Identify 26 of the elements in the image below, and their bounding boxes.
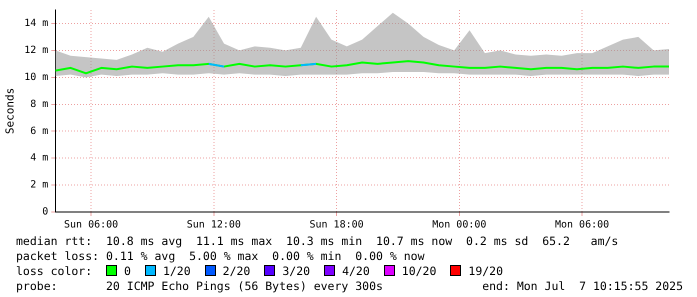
legend-label: 2/20 xyxy=(222,264,250,278)
y-tick-label: 12 m xyxy=(24,44,48,56)
x-tick-label: Mon 06:00 xyxy=(554,220,610,231)
x-tick-label: Mon 00:00 xyxy=(432,220,486,231)
x-tick-label: Sun 06:00 xyxy=(64,220,118,231)
legend-label: 1/20 xyxy=(162,264,191,278)
y-tick-label: 14 m xyxy=(24,18,48,30)
y-tick-label: 8 m xyxy=(30,98,48,110)
y-tick-label: 6 m xyxy=(30,126,48,137)
legend-label: 3/20 xyxy=(282,264,310,278)
legend-label: 0 xyxy=(124,264,131,278)
text: packet loss: 0.11 % avg 5.00 % max 0.00 % min 0.00 % now xyxy=(16,249,426,264)
legend-label: 10/20 xyxy=(402,264,436,278)
legend-label: 4/20 xyxy=(342,264,370,278)
y-tick-label: 0 xyxy=(42,206,48,218)
y-tick-label: 2 m xyxy=(30,180,48,191)
x-tick-label: Sun 18:00 xyxy=(309,220,364,231)
text: probe: 20 ICMP Echo Pings (56 Bytes) every 300s xyxy=(16,279,383,294)
text: median rtt: 10.8 ms avg 11.1 ms max 10.3 ms min 10.7 ms now 0.2 ms sd 65.2 am/s xyxy=(16,234,620,249)
x-tick-label: Sun 12:00 xyxy=(186,220,241,231)
y-tick-label: 10 m xyxy=(24,72,48,83)
y-axis-title: Seconds xyxy=(3,88,16,134)
legend-title: loss color: xyxy=(16,264,94,278)
legend-label: 19/20 xyxy=(468,264,504,278)
y-tick-label: 4 m xyxy=(30,152,48,164)
text: end: Mon Jul 7 10:15:55 2025 xyxy=(482,279,683,294)
